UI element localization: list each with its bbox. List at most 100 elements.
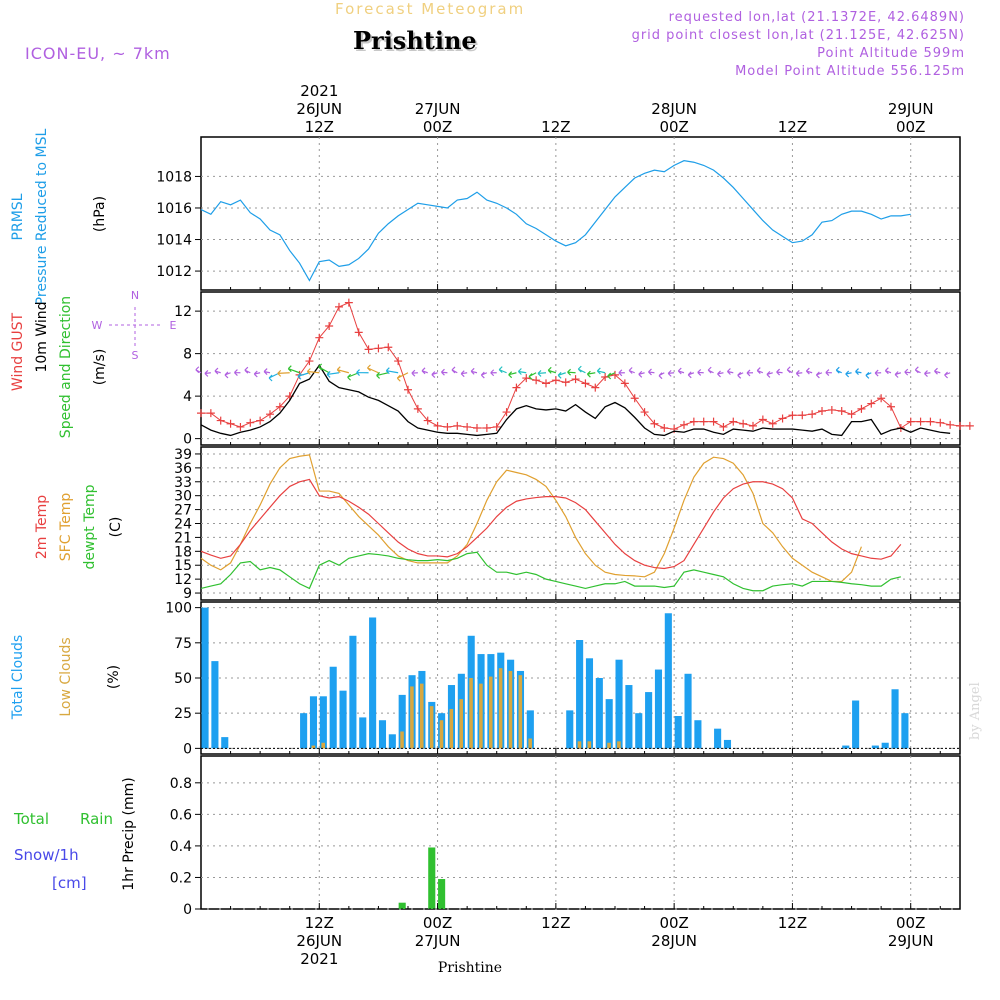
gust-marker xyxy=(226,419,235,428)
total-clouds-bar xyxy=(871,745,879,749)
wind-direction-arrow xyxy=(277,369,290,377)
gust-marker xyxy=(492,422,501,431)
top-time-label: 00Z xyxy=(659,118,688,136)
bottom-time-label: 00Z xyxy=(423,914,452,932)
bottom-time-label: 00Z xyxy=(659,914,688,932)
gust-marker xyxy=(236,422,245,431)
total-clouds-bar xyxy=(300,713,308,749)
low-clouds-bar xyxy=(410,686,414,749)
gust-marker xyxy=(768,419,777,428)
wind-direction-arrow xyxy=(934,367,941,375)
total-clouds-bar xyxy=(221,737,229,749)
wind-direction-arrow xyxy=(884,367,892,375)
gust-marker xyxy=(847,410,856,419)
top-time-label: 2021 xyxy=(300,82,338,100)
page-title: Prishtine xyxy=(353,26,477,55)
gust-marker xyxy=(502,408,511,417)
gust-marker xyxy=(423,416,432,425)
y-tick-label: 75 xyxy=(174,636,192,652)
wind-direction-arrow xyxy=(726,368,734,375)
wind-direction-arrow xyxy=(385,367,399,375)
requested-coords: requested lon,lat (21.1372E, 42.6489N) xyxy=(668,10,965,25)
model-altitude: Model Point Altitude 556.125m xyxy=(735,64,965,79)
t2m-line xyxy=(200,478,902,570)
low-clouds-bar xyxy=(577,741,582,749)
bottom-time-label: 2021 xyxy=(300,950,338,968)
gust-marker xyxy=(689,417,698,426)
wind-direction-arrow xyxy=(263,368,271,376)
wind-direction-arrow xyxy=(904,368,911,376)
wind-direction-arrow xyxy=(376,372,389,379)
gust-marker xyxy=(887,402,895,411)
y-tick-label: 1012 xyxy=(156,264,192,280)
gust-marker xyxy=(709,417,718,426)
gust-marker xyxy=(561,378,570,387)
panel-frame-wind xyxy=(200,291,961,446)
total-clouds-bar xyxy=(635,713,643,749)
y-tick-label: 12 xyxy=(174,572,192,588)
bottom-time-label: 00Z xyxy=(896,914,925,932)
low-clouds-bar xyxy=(419,683,424,749)
total-clouds-bar xyxy=(595,678,603,749)
total-clouds-bar xyxy=(714,728,722,749)
y-tick-label: 33 xyxy=(174,475,192,491)
low-clouds-bar xyxy=(498,668,503,749)
gust-marker xyxy=(335,302,343,311)
wind-direction-arrow xyxy=(537,370,547,377)
compass-s: S xyxy=(132,349,139,362)
total-clouds-bar xyxy=(664,613,672,749)
wind-direction-arrow xyxy=(746,369,754,377)
top-time-label: 26JUN xyxy=(296,100,342,118)
wind-direction-arrow xyxy=(658,372,665,380)
low-clouds-bar xyxy=(321,742,325,749)
gust-marker xyxy=(246,418,255,427)
gust-marker xyxy=(344,298,353,307)
gust-marker xyxy=(601,373,610,381)
wind-direction-arrow xyxy=(914,366,921,374)
wind-direction-arrow xyxy=(557,371,566,379)
wind-direction-arrow xyxy=(253,370,261,378)
low-clouds-bar xyxy=(587,741,592,749)
precip-unit: 1hr Precip (mm) xyxy=(121,777,137,890)
wind-direction-arrow xyxy=(287,365,300,374)
gust-marker xyxy=(660,424,669,432)
wind-direction-arrow xyxy=(460,370,468,378)
wind-gust-label: Wind GUST xyxy=(10,312,26,391)
total-rain-label-a: Total xyxy=(13,810,49,828)
gust-marker xyxy=(936,418,945,427)
bottom-time-label: 12Z xyxy=(778,914,807,932)
gust-marker xyxy=(305,357,314,366)
wind-direction-arrow xyxy=(756,367,764,375)
total-clouds-bar xyxy=(388,734,396,749)
total-clouds-bar xyxy=(319,696,327,749)
y-tick-label: 0.6 xyxy=(170,807,192,823)
low-clouds-bar xyxy=(459,699,463,749)
wind-direction-arrow xyxy=(825,369,832,376)
wind-direction-arrow xyxy=(517,368,527,375)
temp-unit: (C) xyxy=(108,517,124,538)
bottom-time-label: 26JUN xyxy=(296,932,342,950)
compass-rose xyxy=(109,307,161,347)
total-clouds-bar xyxy=(852,700,860,749)
gust-marker xyxy=(956,421,964,430)
rain-bar xyxy=(438,879,446,909)
wind-direction-arrow xyxy=(297,372,310,380)
wind-direction-arrow xyxy=(586,370,596,378)
wind-direction-arrow xyxy=(480,371,488,379)
wind-direction-arrow xyxy=(318,363,330,374)
wind-direction-arrow xyxy=(855,368,862,376)
gust-marker xyxy=(916,417,925,426)
panel-frame-precip xyxy=(200,755,961,910)
total-clouds-bar xyxy=(625,685,633,749)
y-tick-label: 39 xyxy=(174,447,192,463)
gust-marker xyxy=(640,408,649,417)
wind-direction-arrow xyxy=(628,367,635,374)
y-tick-label: 25 xyxy=(174,706,192,722)
wind-direction-arrow xyxy=(835,366,842,374)
y-tick-label: 50 xyxy=(174,671,192,687)
wind-direction-arrow xyxy=(776,368,783,376)
wind-direction-arrow xyxy=(805,367,813,375)
wind-direction-arrow xyxy=(195,366,202,374)
grid-point-coords: grid point closest lon,lat (21.125E, 42.… xyxy=(631,28,965,43)
